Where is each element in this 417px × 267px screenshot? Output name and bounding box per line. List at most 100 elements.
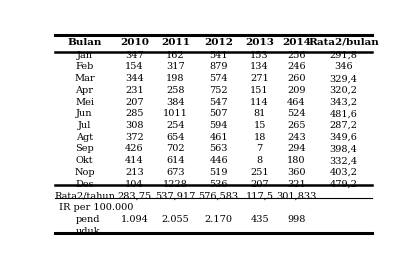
Text: 231: 231 <box>125 86 143 95</box>
Text: 414: 414 <box>125 156 143 165</box>
Text: 2.170: 2.170 <box>205 215 233 224</box>
Text: 180: 180 <box>287 156 306 165</box>
Text: 162: 162 <box>166 51 185 60</box>
Text: 207: 207 <box>250 180 269 189</box>
Text: 461: 461 <box>209 133 228 142</box>
Text: 563: 563 <box>209 144 228 154</box>
Text: 481,6: 481,6 <box>329 109 357 118</box>
Text: 576,583: 576,583 <box>198 191 239 200</box>
Text: 1011: 1011 <box>163 109 188 118</box>
Text: 15: 15 <box>254 121 266 130</box>
Text: 243: 243 <box>287 133 306 142</box>
Text: 372: 372 <box>125 133 143 142</box>
Text: 271: 271 <box>250 74 269 83</box>
Text: 308: 308 <box>125 121 143 130</box>
Text: 1228: 1228 <box>163 180 188 189</box>
Text: Jun: Jun <box>76 109 93 118</box>
Text: 317: 317 <box>166 62 185 72</box>
Text: 349,6: 349,6 <box>329 133 357 142</box>
Text: 879: 879 <box>209 62 228 72</box>
Text: Agt: Agt <box>76 133 93 142</box>
Text: 343,2: 343,2 <box>329 98 357 107</box>
Text: IR per 100.000: IR per 100.000 <box>58 203 133 212</box>
Text: 8: 8 <box>256 156 263 165</box>
Text: 1.094: 1.094 <box>121 215 148 224</box>
Text: Bulan: Bulan <box>67 38 102 46</box>
Text: 998: 998 <box>287 215 306 224</box>
Text: 547: 547 <box>209 98 228 107</box>
Text: Jan: Jan <box>76 51 93 60</box>
Text: Nop: Nop <box>74 168 95 177</box>
Text: 254: 254 <box>166 121 185 130</box>
Text: 320,2: 320,2 <box>329 86 357 95</box>
Text: Des: Des <box>75 180 94 189</box>
Text: 519: 519 <box>209 168 228 177</box>
Text: 213: 213 <box>125 168 143 177</box>
Text: 153: 153 <box>250 51 269 60</box>
Text: pend: pend <box>76 215 100 224</box>
Text: 435: 435 <box>250 215 269 224</box>
Text: 614: 614 <box>166 156 185 165</box>
Text: 346: 346 <box>334 62 353 72</box>
Text: 524: 524 <box>287 109 306 118</box>
Text: 384: 384 <box>166 98 185 107</box>
Text: Feb: Feb <box>75 62 94 72</box>
Text: 321: 321 <box>287 180 306 189</box>
Text: 536: 536 <box>209 180 228 189</box>
Text: Mei: Mei <box>75 98 94 107</box>
Text: Rata2/tahun: Rata2/tahun <box>54 191 115 200</box>
Text: 654: 654 <box>166 133 185 142</box>
Text: Jul: Jul <box>78 121 91 130</box>
Text: Rata2/bulan: Rata2/bulan <box>308 38 379 46</box>
Text: 2.055: 2.055 <box>162 215 189 224</box>
Text: 360: 360 <box>287 168 306 177</box>
Text: 207: 207 <box>125 98 143 107</box>
Text: 464: 464 <box>287 98 306 107</box>
Text: 479,2: 479,2 <box>329 180 357 189</box>
Text: 265: 265 <box>287 121 306 130</box>
Text: 117,5: 117,5 <box>246 191 274 200</box>
Text: Apr: Apr <box>75 86 93 95</box>
Text: 329,4: 329,4 <box>329 74 357 83</box>
Text: 283,75: 283,75 <box>117 191 151 200</box>
Text: 287,2: 287,2 <box>329 121 357 130</box>
Text: 256: 256 <box>287 51 306 60</box>
Text: 344: 344 <box>125 74 143 83</box>
Text: 702: 702 <box>166 144 185 154</box>
Text: 332,4: 332,4 <box>329 156 357 165</box>
Text: 507: 507 <box>209 109 228 118</box>
Text: 2011: 2011 <box>161 38 190 46</box>
Text: 426: 426 <box>125 144 143 154</box>
Text: 294: 294 <box>287 144 306 154</box>
Text: 541: 541 <box>209 51 228 60</box>
Text: 574: 574 <box>209 74 228 83</box>
Text: 2013: 2013 <box>245 38 274 46</box>
Text: 134: 134 <box>250 62 269 72</box>
Text: 537,917: 537,917 <box>156 191 196 200</box>
Text: 301,833: 301,833 <box>276 191 317 200</box>
Text: 403,2: 403,2 <box>329 168 357 177</box>
Text: 285: 285 <box>125 109 143 118</box>
Text: 114: 114 <box>250 98 269 107</box>
Text: 18: 18 <box>254 133 266 142</box>
Text: 260: 260 <box>287 74 306 83</box>
Text: 398,4: 398,4 <box>329 144 357 154</box>
Text: 2014: 2014 <box>282 38 311 46</box>
Text: 151: 151 <box>250 86 269 95</box>
Text: 209: 209 <box>287 86 306 95</box>
Text: 2010: 2010 <box>120 38 149 46</box>
Text: Sep: Sep <box>75 144 94 154</box>
Text: 347: 347 <box>125 51 143 60</box>
Text: 258: 258 <box>166 86 185 95</box>
Text: 81: 81 <box>254 109 266 118</box>
Text: 104: 104 <box>125 180 143 189</box>
Text: 291,8: 291,8 <box>329 51 357 60</box>
Text: 752: 752 <box>209 86 228 95</box>
Text: 446: 446 <box>209 156 228 165</box>
Text: 2012: 2012 <box>204 38 233 46</box>
Text: Okt: Okt <box>75 156 93 165</box>
Text: Mar: Mar <box>74 74 95 83</box>
Text: 154: 154 <box>125 62 143 72</box>
Text: uduk: uduk <box>76 226 100 235</box>
Text: 251: 251 <box>250 168 269 177</box>
